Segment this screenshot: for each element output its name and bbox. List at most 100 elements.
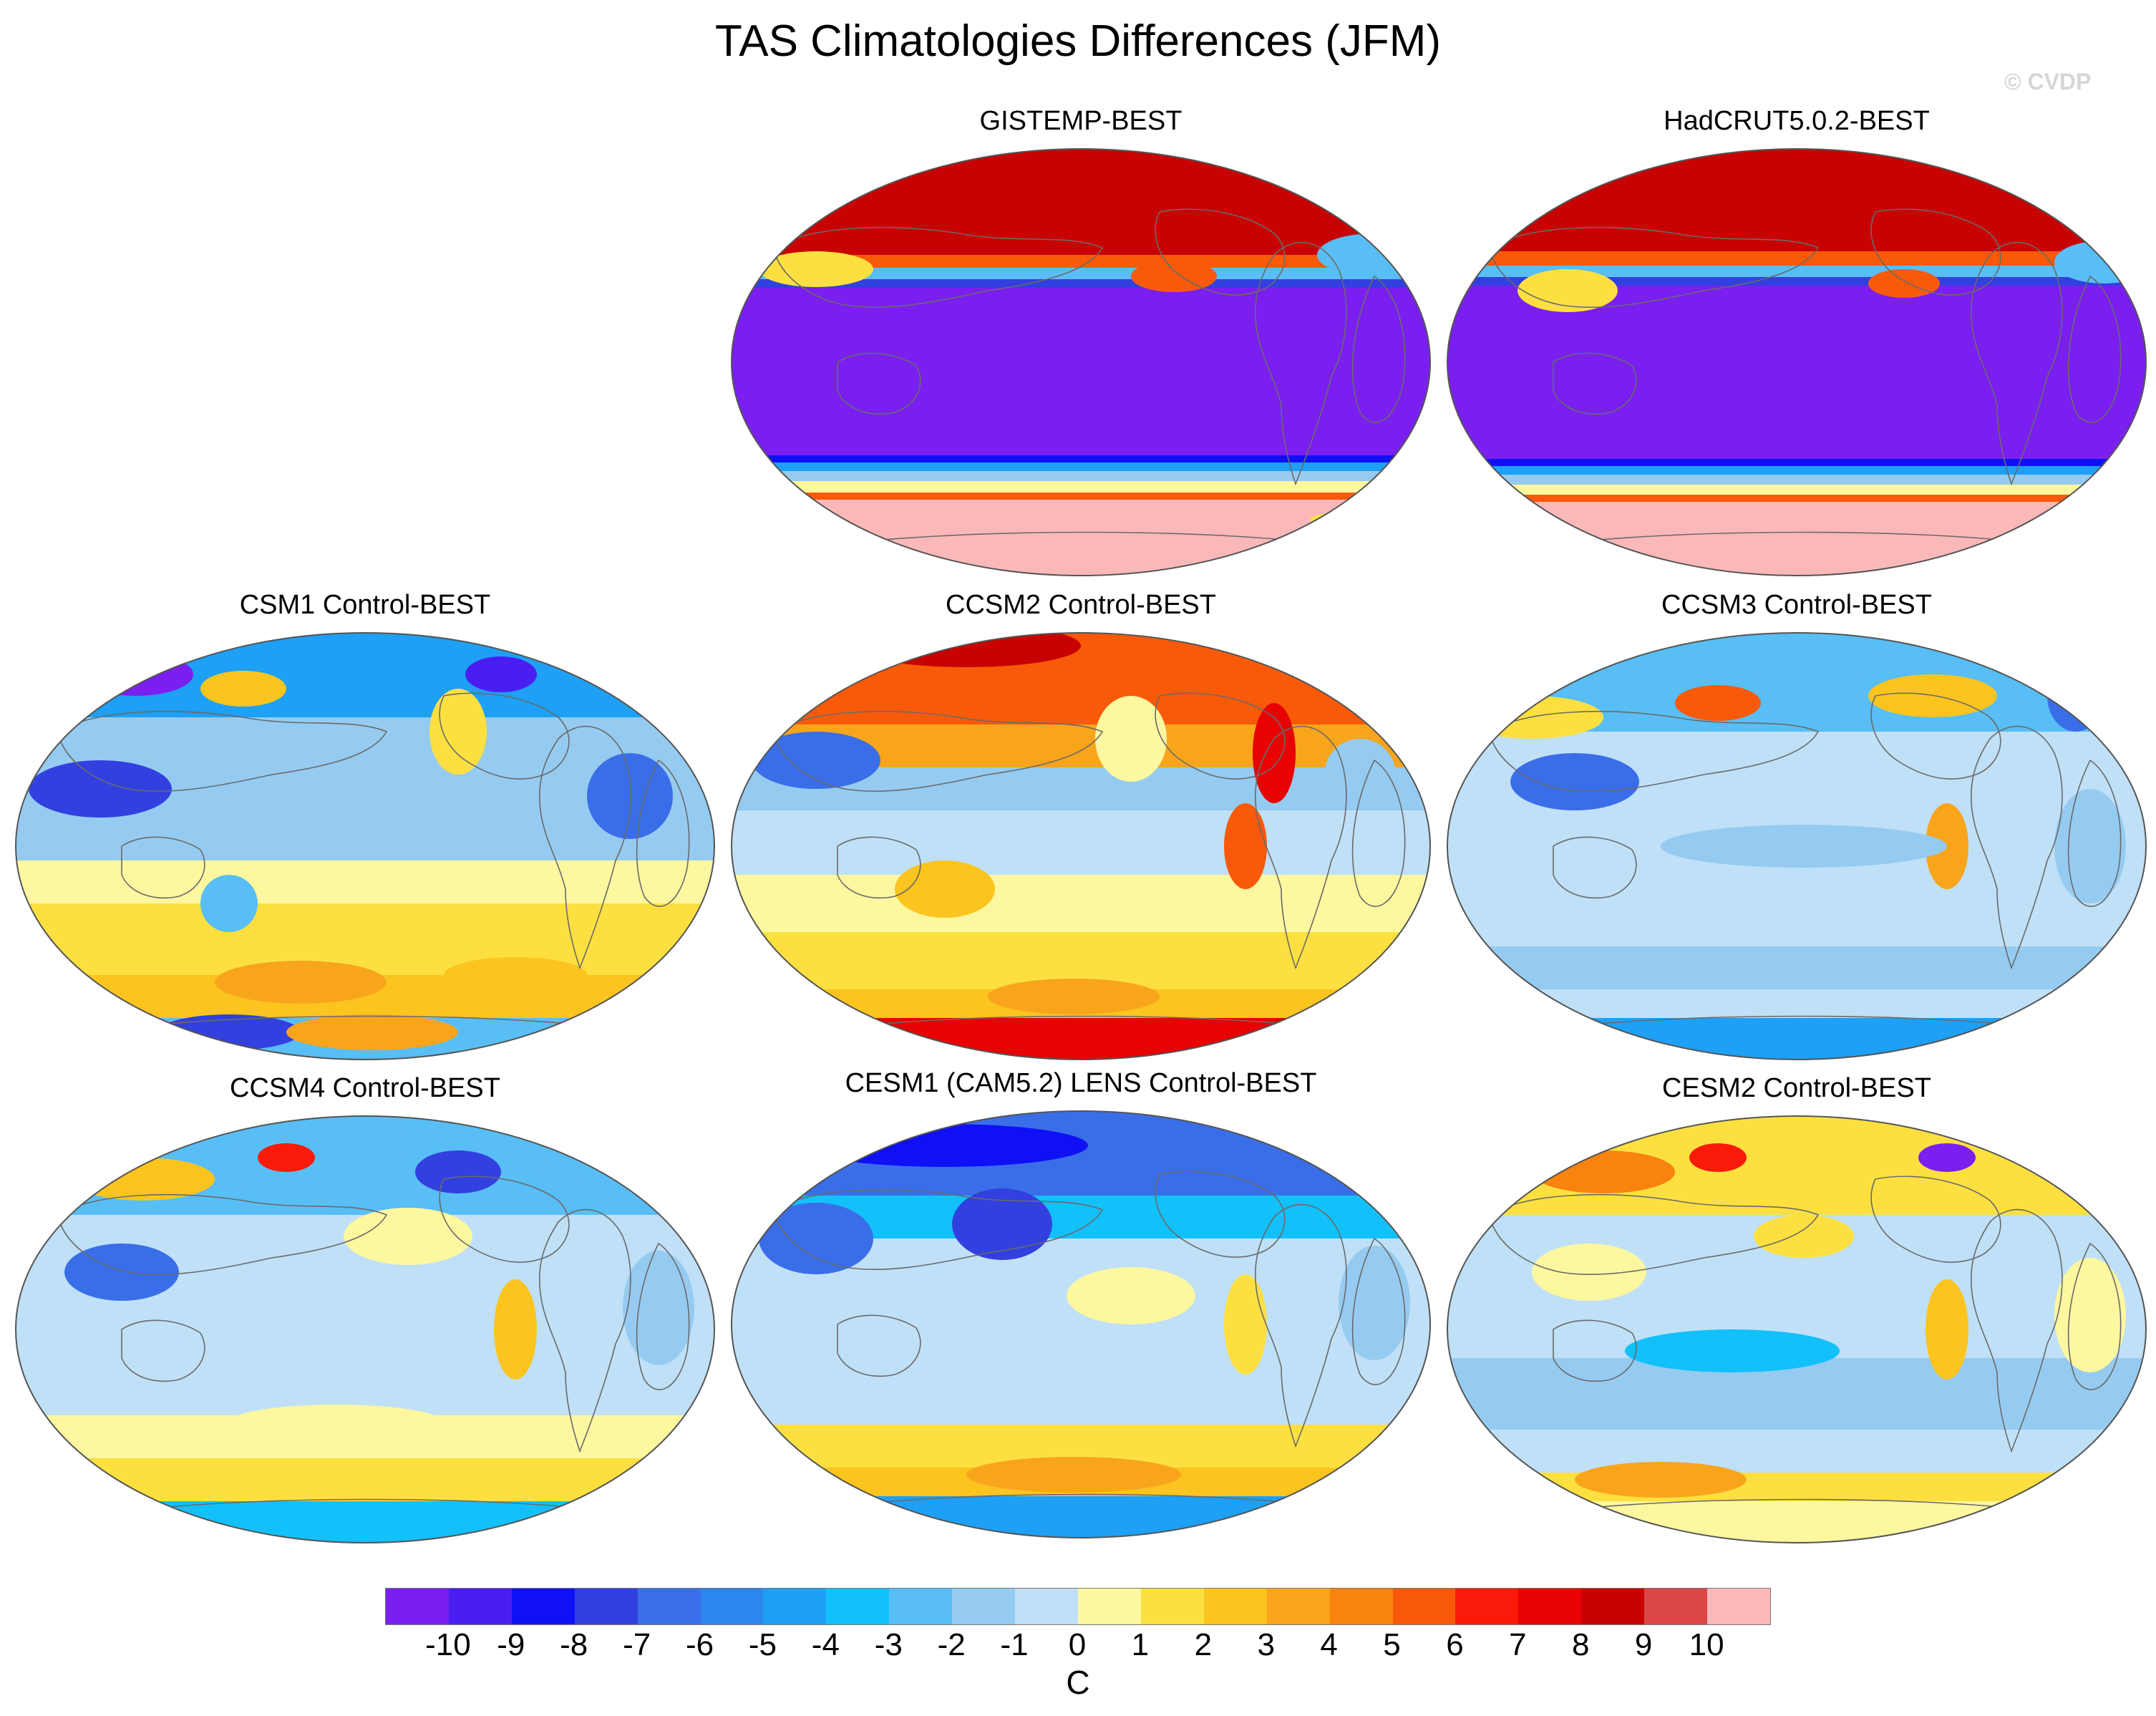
anomaly-region [1532, 1244, 1646, 1301]
anomaly-region [1224, 1274, 1267, 1375]
colorbar [385, 1588, 1771, 1625]
coastline [1970, 725, 2063, 970]
anomaly-band [732, 493, 1430, 500]
anomaly-band [1447, 251, 2146, 266]
map-outline [731, 632, 1431, 1060]
anomaly-band [1447, 485, 2146, 495]
anomaly-region [344, 1208, 472, 1265]
coastline [1870, 692, 2001, 780]
anomaly-region [895, 861, 995, 918]
coastline [1553, 352, 1637, 415]
colorbar-tick-label: 6 [1446, 1627, 1464, 1662]
coastline [1970, 1208, 2063, 1453]
colorbar-tick-label: 7 [1509, 1627, 1527, 1662]
colorbar-swatch [574, 1589, 638, 1624]
map-gistemp-best [731, 148, 1431, 576]
anomaly-band [1447, 475, 2146, 485]
anomaly-region [29, 760, 172, 818]
anomaly-region [200, 671, 286, 707]
anomaly-band [1447, 946, 2146, 989]
panel-title: CESM2 Control-BEST [1662, 1073, 1931, 1103]
coastline [1553, 1319, 1637, 1382]
anomaly-region [79, 653, 193, 696]
map-ccsm4-control-best [15, 1115, 715, 1543]
anomaly-region [623, 1251, 694, 1365]
map-outline [15, 1115, 715, 1543]
colorbar-unit: C [1066, 1664, 1090, 1701]
anomaly-band [732, 149, 1430, 255]
panel-title: CCSM2 Control-BEST [946, 590, 1216, 620]
coastline [1254, 241, 1347, 486]
colorbar-swatch [1518, 1589, 1582, 1624]
coastline [1870, 1175, 2001, 1263]
anomaly-band [732, 462, 1430, 471]
anomaly-band [16, 1116, 714, 1215]
colorbar-tick-label: -9 [497, 1627, 525, 1662]
coastline [1155, 1170, 1286, 1258]
anomaly-band [1447, 266, 2146, 277]
anomaly-region [587, 753, 673, 839]
colorbar-swatch [826, 1589, 890, 1624]
colorbar-tick-label: 8 [1572, 1627, 1590, 1662]
colorbar-swatch [763, 1589, 827, 1624]
anomaly-region [494, 1279, 537, 1380]
coastline [636, 759, 690, 907]
colorbar-swatch [700, 1589, 764, 1624]
anomaly-region [415, 1150, 501, 1193]
coastline [439, 1175, 570, 1263]
colorbar-tick-label: -2 [937, 1627, 966, 1662]
anomaly-region [1532, 1150, 1675, 1193]
anomaly-region [429, 689, 487, 775]
map-hadcrut-best [1447, 148, 2147, 576]
anomaly-band [732, 875, 1430, 932]
panel-title: CCSM3 Control-BEST [1661, 590, 1932, 620]
anomaly-band [1447, 1473, 2146, 1501]
anomaly-region [1754, 1215, 1854, 1258]
anomaly-band [16, 903, 714, 975]
panel-ccsm2-control-best: CCSM2 Control-BEST [730, 588, 1432, 1061]
anomaly-region [2054, 789, 2126, 903]
coastline [57, 711, 388, 792]
anomaly-region [200, 875, 258, 932]
coastline [121, 836, 205, 899]
colorbar-swatch [1644, 1589, 1708, 1624]
anomaly-band [732, 279, 1430, 288]
map-outline [731, 1110, 1431, 1538]
coastline [1351, 1237, 1406, 1385]
anomaly-region [2054, 1258, 2126, 1372]
anomaly-region [1689, 1143, 1747, 1172]
coastline [1488, 227, 1820, 308]
anomaly-region [215, 961, 387, 1004]
colorbar-swatch [1329, 1589, 1393, 1624]
coastline [1254, 725, 1347, 970]
coastline [1155, 208, 1286, 296]
colorbar-swatch [1140, 1589, 1204, 1624]
anomaly-band [732, 255, 1430, 268]
coastline [538, 1208, 631, 1453]
anomaly-band [1447, 989, 2146, 1018]
colorbar-tick-label: 1 [1131, 1627, 1150, 1662]
colorbar-tick-label: 4 [1320, 1627, 1338, 1662]
anomaly-region [64, 1244, 179, 1301]
coastline [57, 1194, 388, 1275]
anomaly-band [1447, 875, 2146, 946]
anomaly-band [732, 1496, 1430, 1538]
coastline [1351, 275, 1406, 423]
colorbar-swatch [448, 1589, 512, 1624]
panel-ccsm4-control-best: CCSM4 Control-BEST [14, 1072, 716, 1544]
colorbar-labels: -10 -9 -8 -7 -6 -5 -4 -3 -2 -1 0 1 2 3 4 5 6 7 8 9 10 [385, 1625, 1769, 1668]
map-outline [1447, 148, 2147, 576]
anomaly-region [1918, 1143, 1976, 1172]
coastline [837, 352, 921, 415]
anomaly-region [465, 656, 537, 692]
colorbar-swatch [1707, 1589, 1770, 1624]
colorbar-swatch [1581, 1589, 1645, 1624]
colorbar-swatch [1077, 1589, 1141, 1624]
panel-csm1-control-best: CSM1 Control-BEST [14, 588, 716, 1061]
anomaly-band [16, 1458, 714, 1501]
map-outline [1447, 632, 2147, 1060]
anomaly-band [1447, 1501, 2146, 1543]
panel-title: CCSM4 Control-BEST [230, 1073, 500, 1103]
anomaly-band [732, 633, 1430, 724]
anomaly-region [1625, 1329, 1840, 1372]
